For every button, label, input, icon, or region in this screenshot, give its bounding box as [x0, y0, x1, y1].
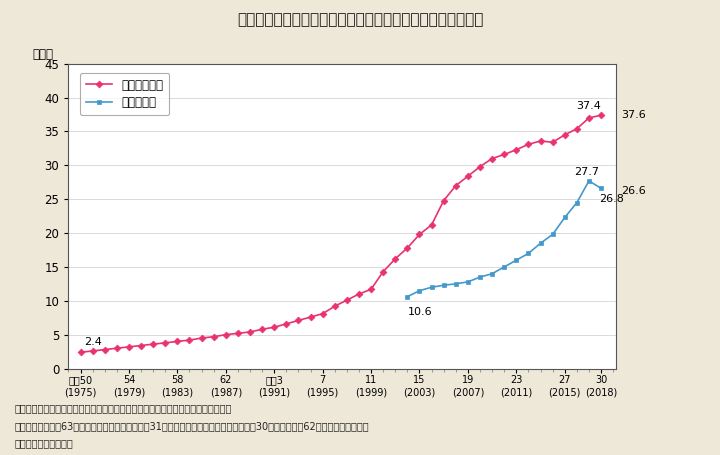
審議会等委員 [366, 287, 375, 292]
審議会等委員 [137, 343, 145, 348]
審議会等委員 [210, 334, 218, 339]
Text: 2.4: 2.4 [84, 337, 102, 347]
審議会等委員 [500, 152, 508, 157]
審議会等委員 [161, 340, 170, 345]
Line: 専門委員等: 専門委員等 [405, 178, 603, 299]
審議会等委員 [197, 335, 206, 341]
審議会等委員 [306, 314, 315, 320]
審議会等委員 [451, 183, 460, 188]
専門委員等 [464, 279, 472, 284]
審議会等委員 [330, 303, 339, 309]
審議会等委員 [270, 324, 279, 330]
専門委員等 [585, 178, 593, 184]
審議会等委員 [233, 331, 242, 336]
Text: 10.6: 10.6 [408, 307, 432, 317]
審議会等委員 [343, 298, 351, 303]
審議会等委員 [222, 332, 230, 338]
審議会等委員 [597, 112, 606, 118]
審議会等委員 [246, 329, 254, 335]
審議会等委員 [379, 269, 387, 274]
専門委員等 [487, 271, 496, 277]
審議会等委員 [318, 311, 327, 316]
審議会等委員 [572, 126, 581, 131]
審議会等委員 [125, 344, 133, 349]
専門委員等 [439, 283, 448, 288]
審議会等委員 [536, 138, 545, 144]
専門委員等 [512, 258, 521, 263]
審議会等委員 [512, 147, 521, 152]
審議会等委員 [294, 318, 302, 323]
審議会等委員 [476, 164, 485, 169]
審議会等委員 [355, 291, 364, 297]
審議会等委員 [415, 232, 424, 237]
審議会等委員 [549, 140, 557, 145]
審議会等委員 [464, 173, 472, 179]
審議会等委員 [439, 198, 448, 203]
審議会等委員 [173, 339, 181, 344]
専門委員等 [560, 215, 569, 220]
専門委員等 [415, 288, 424, 293]
審議会等委員 [89, 348, 97, 354]
Legend: 審議会等委員, 専門委員等: 審議会等委員, 専門委員等 [80, 73, 169, 115]
専門委員等 [572, 200, 581, 205]
専門委員等 [403, 294, 412, 299]
専門委員等 [597, 186, 606, 191]
専門委員等 [536, 241, 545, 246]
Text: Ｉ－１－５図　国の審議会等における女性委員の割合の推移: Ｉ－１－５図 国の審議会等における女性委員の割合の推移 [237, 12, 483, 27]
審議会等委員 [524, 142, 533, 147]
審議会等委員 [585, 115, 593, 121]
審議会等委員 [185, 337, 194, 343]
Text: ２．昭和63年から平成６年は，各年３月31日現在。平成７年以降は，各年９月30日現在。昭和62年以前は，年により: ２．昭和63年から平成６年は，各年３月31日現在。平成７年以降は，各年９月30日… [14, 421, 369, 431]
審議会等委員 [403, 245, 412, 251]
Text: 37.6: 37.6 [621, 110, 646, 120]
Text: （備考）１．内閣府「国の審議会等における女性委員の参画状況調べ」より作成。: （備考）１．内閣府「国の審議会等における女性委員の参画状況調べ」より作成。 [14, 403, 232, 413]
Text: 異なる。: 異なる。 [14, 438, 73, 448]
専門委員等 [500, 264, 508, 270]
専門委員等 [476, 274, 485, 280]
審議会等委員 [487, 156, 496, 161]
審議会等委員 [282, 321, 291, 327]
審議会等委員 [149, 341, 158, 347]
審議会等委員 [560, 132, 569, 137]
専門委員等 [427, 284, 436, 290]
Text: 27.7: 27.7 [574, 167, 599, 177]
審議会等委員 [100, 347, 109, 352]
専門委員等 [451, 281, 460, 287]
専門委員等 [524, 251, 533, 256]
審議会等委員 [76, 349, 85, 355]
審議会等委員 [258, 327, 266, 332]
Line: 審議会等委員: 審議会等委員 [78, 113, 603, 355]
Text: 26.8: 26.8 [598, 194, 624, 204]
審議会等委員 [112, 345, 121, 351]
Text: 26.6: 26.6 [621, 186, 646, 196]
Text: 37.4: 37.4 [577, 101, 601, 111]
Text: （％）: （％） [33, 48, 54, 61]
審議会等委員 [427, 222, 436, 228]
審議会等委員 [391, 256, 400, 262]
専門委員等 [549, 232, 557, 237]
